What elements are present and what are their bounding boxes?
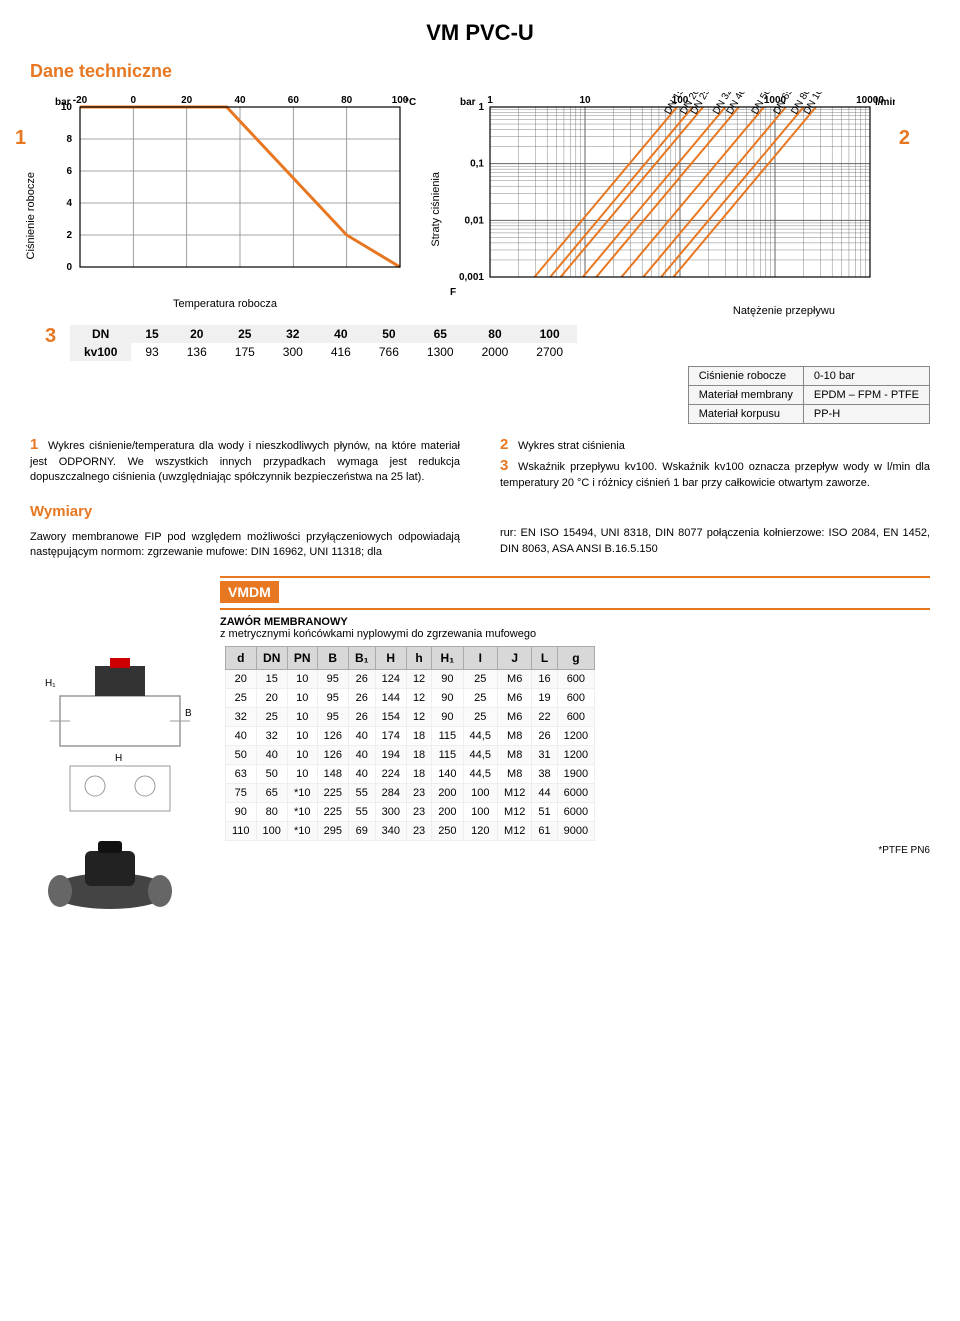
- info-box: Ciśnienie robocze0-10 barMateriał membra…: [688, 366, 930, 424]
- chart-num-1: 1: [15, 127, 26, 150]
- chart-pressure-loss: 2 Straty ciśnienia barl/min1101001000100…: [435, 92, 895, 315]
- svg-text:F: F: [450, 287, 456, 298]
- svg-text:10: 10: [579, 95, 591, 106]
- svg-text:80: 80: [341, 95, 353, 106]
- dimensions-table: dDNPNBB₁HhH₁IJLg2015109526124129025M6166…: [225, 646, 595, 841]
- svg-text:H₁: H₁: [45, 678, 56, 689]
- diagram-col: H₁ B H: [30, 646, 210, 929]
- svg-text:0: 0: [66, 262, 72, 273]
- norms-text: rur: EN ISO 15494, UNI 8318, DIN 8077 po…: [500, 526, 930, 557]
- section-title: Dane techniczne: [30, 61, 930, 82]
- svg-text:0,1: 0,1: [470, 159, 484, 170]
- n2: 2: [500, 434, 518, 455]
- footnote: *PTFE PN6: [225, 845, 930, 856]
- text-2: Wykres strat ciśnienia: [518, 440, 625, 452]
- svg-text:6: 6: [66, 166, 72, 177]
- chart-pressure-temp: 1 Ciśnienie robocze bar°C-20020406080100…: [30, 92, 420, 315]
- valve-photo-icon: [30, 836, 210, 929]
- chart2-svg: barl/min1101001000100000,0010,010,11DN 1…: [435, 92, 895, 312]
- svg-text:-20: -20: [73, 95, 88, 106]
- chart2-flowlabel: Natężenie przepływu: [733, 305, 835, 317]
- product-code: VMDM: [220, 581, 279, 603]
- chart1-ylabel: Ciśnienie robocze: [25, 172, 37, 259]
- svg-text:100: 100: [392, 95, 409, 106]
- svg-text:10000: 10000: [856, 95, 884, 106]
- svg-text:B: B: [185, 708, 192, 719]
- text-1: Wykres ciśnienie/temperatura dla wody i …: [30, 440, 460, 483]
- svg-text:1: 1: [487, 95, 493, 106]
- svg-text:4: 4: [66, 198, 72, 209]
- page-title: VM PVC-U: [30, 20, 930, 46]
- product-block: VMDM ZAWÓR MEMBRANOWY z metrycznymi końc…: [220, 576, 930, 646]
- svg-text:0: 0: [131, 95, 137, 106]
- kv-table-block: 3 DN1520253240506580100kv100931361753004…: [30, 325, 930, 361]
- chart2-ylabel: Straty ciśnienia: [430, 172, 442, 247]
- chart-num-2: 2: [899, 127, 910, 150]
- n1: 1: [30, 434, 48, 455]
- svg-text:40: 40: [234, 95, 246, 106]
- chart-num-3: 3: [45, 325, 56, 348]
- kv-table: DN1520253240506580100kv10093136175300416…: [70, 325, 577, 361]
- svg-text:20: 20: [181, 95, 193, 106]
- svg-text:2: 2: [66, 230, 72, 241]
- text-3: Wskaźnik przepływu kv100. Wskaźnik kv100…: [500, 461, 930, 489]
- product-name: ZAWÓR MEMBRANOWY: [220, 616, 348, 628]
- n3: 3: [500, 455, 518, 476]
- svg-text:8: 8: [66, 134, 72, 145]
- technical-drawing: H₁ B H: [30, 646, 210, 826]
- svg-text:60: 60: [288, 95, 300, 106]
- svg-text:0,01: 0,01: [465, 215, 485, 226]
- svg-text:10: 10: [61, 102, 73, 113]
- svg-text:1: 1: [478, 102, 484, 113]
- svg-text:0,001: 0,001: [459, 272, 484, 283]
- col-left: 1Wykres ciśnienie/temperatura dla wody i…: [30, 434, 460, 561]
- chart1-svg: bar°C-200204060801000246810: [30, 92, 420, 292]
- dims-text: Zawory membranowe FIP pod względem możli…: [30, 530, 460, 561]
- product-desc: z metrycznymi końcówkami nyplowymi do zg…: [220, 628, 536, 640]
- chart1-xlabel: Temperatura robocza: [30, 298, 420, 310]
- svg-text:bar: bar: [460, 97, 476, 108]
- svg-text:H: H: [115, 753, 122, 764]
- col-right: 2Wykres strat ciśnienia 3Wskaźnik przepł…: [500, 434, 930, 561]
- dims-title: Wymiary: [30, 503, 92, 520]
